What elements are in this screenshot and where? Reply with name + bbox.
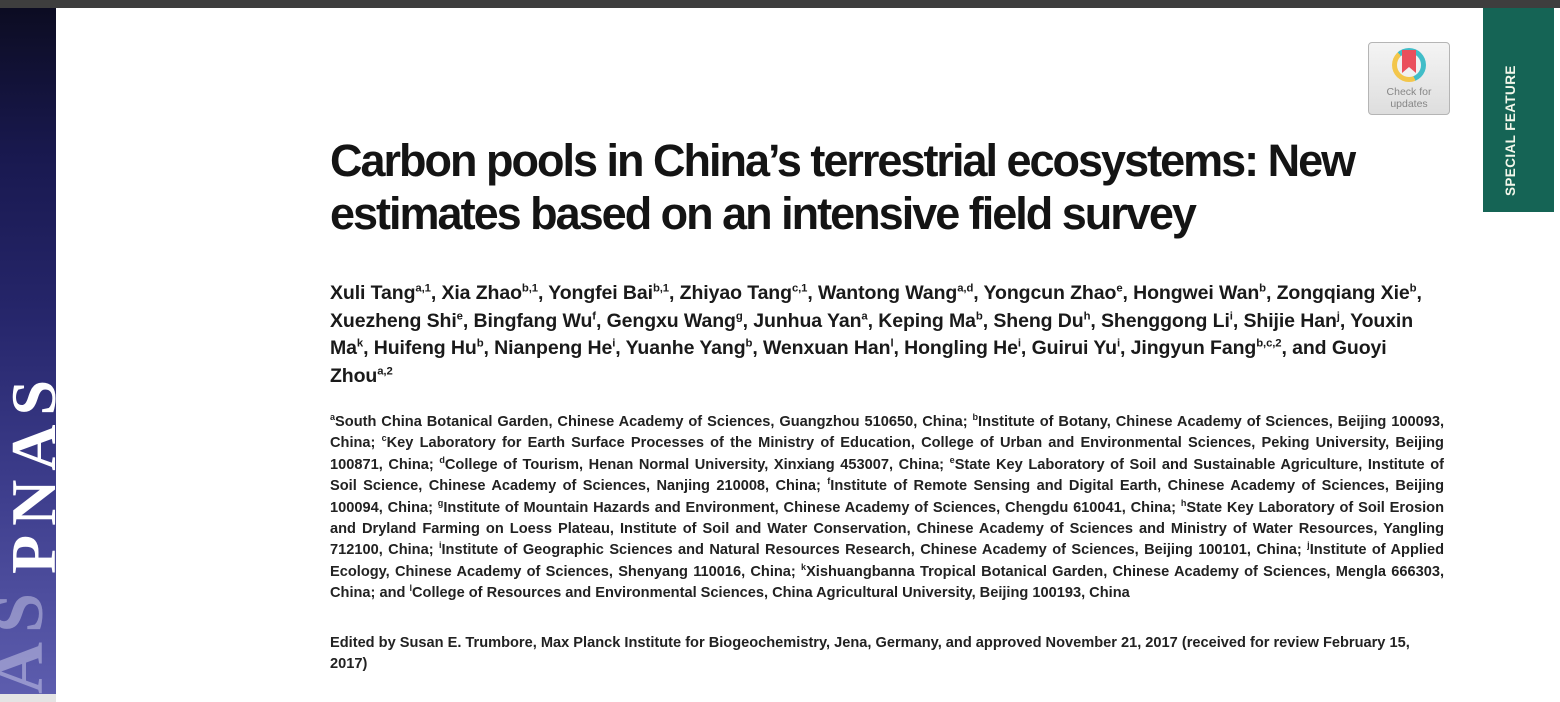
- special-feature-label: SPECIAL FEATURE: [1503, 65, 1518, 196]
- special-feature-banner: [1483, 8, 1554, 212]
- page-title: Carbon pools in China’s terrestrial ecos…: [330, 134, 1444, 240]
- pnas-spine: PNAS PNAS: [0, 8, 56, 694]
- check-for-updates-label: Check for updates: [1369, 86, 1449, 110]
- author-list: Xuli Tanga,1, Xia Zhaob,1, Yongfei Baib,…: [330, 282, 1422, 387]
- article-header: Carbon pools in China’s terrestrial ecos…: [330, 0, 1444, 675]
- affiliations: aSouth China Botanical Garden, Chinese A…: [330, 412, 1445, 602]
- edited-by-note: Edited by Susan E. Trumbore, Max Planck …: [330, 634, 1410, 673]
- check-for-updates-line1: Check for: [1386, 86, 1432, 98]
- title-line-1: Carbon pools in China’s terrestrial ecos…: [330, 135, 1356, 186]
- check-for-updates-line2: updates: [1390, 98, 1428, 110]
- title-line-2: estimates based on an intensive field su…: [330, 188, 1197, 239]
- check-for-updates-badge[interactable]: Check for updates: [1368, 42, 1450, 115]
- pnas-wordmark: PNAS: [0, 370, 56, 574]
- page-bottom-edge: [0, 694, 56, 702]
- window-top-bar: [0, 0, 1560, 8]
- bookmark-icon: [1402, 50, 1416, 73]
